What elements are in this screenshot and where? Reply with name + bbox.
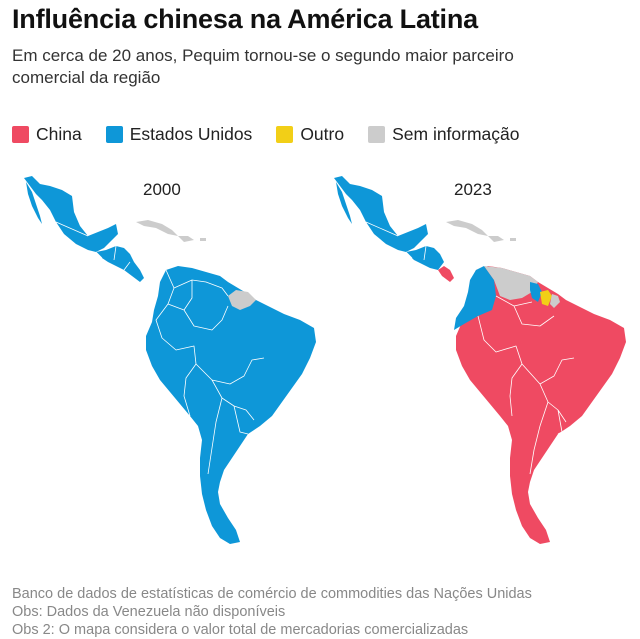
map-2000 <box>16 170 316 570</box>
legend-swatch-outro <box>276 125 294 143</box>
legend-swatch-china <box>12 125 29 143</box>
legend-item-outro: Outro <box>276 124 344 145</box>
country-baja <box>336 182 352 224</box>
legend-swatch-sem-informacao <box>368 125 386 143</box>
country-puerto-rico <box>200 238 206 241</box>
source-notes: Banco de dados de estatísticas de comérc… <box>12 585 532 639</box>
legend-item-estados-unidos: Estados Unidos <box>105 123 253 145</box>
country-baja <box>26 182 42 224</box>
country-cuba <box>136 220 178 236</box>
country-guianas <box>228 290 256 310</box>
country-puerto-rico <box>510 238 516 241</box>
country-cuba <box>446 220 488 236</box>
country-venezuela <box>484 266 538 300</box>
note-line: Obs: Dados da Venezuela não disponíveis <box>12 604 286 620</box>
country-south-america <box>146 266 316 544</box>
country-south-america <box>456 266 626 544</box>
country-hispaniola <box>488 236 504 242</box>
country-central-america <box>406 246 444 270</box>
year-label-2023: 2023 <box>454 180 492 199</box>
legend-label-outro: Outro <box>300 123 345 144</box>
legend-item-sem-informacao: Sem informação <box>368 123 520 145</box>
legend-label-china: China <box>36 123 82 144</box>
note-line-2: Obs 2: O mapa considera o valor total de… <box>12 622 469 638</box>
year-label-2000: 2000 <box>143 180 181 199</box>
legend: China Estados Unidos Outro Sem informaçã… <box>12 123 544 145</box>
country-mexico <box>334 176 428 252</box>
country-suriname <box>540 290 552 306</box>
source-line: Banco de dados de estatísticas de comérc… <box>12 586 532 602</box>
chart-title: Influência chinesa na América Latina <box>12 4 478 34</box>
legend-swatch-estados-unidos <box>105 125 123 143</box>
country-central-america <box>96 246 144 282</box>
chart-subtitle: Em cerca de 20 anos, Pequim tornou-se o … <box>12 46 514 87</box>
country-guyana <box>530 282 542 302</box>
country-mexico <box>24 176 118 252</box>
legend-label-sem-informacao: Sem informação <box>392 123 520 144</box>
country-french-guiana <box>550 294 560 308</box>
country-costa-rica-panama <box>438 266 454 282</box>
legend-label-estados-unidos: Estados Unidos <box>129 123 253 144</box>
legend-item-china: China <box>12 124 82 145</box>
country-colombia-ecuador <box>454 266 496 330</box>
country-hispaniola <box>178 236 194 242</box>
map-2023 <box>326 170 626 570</box>
